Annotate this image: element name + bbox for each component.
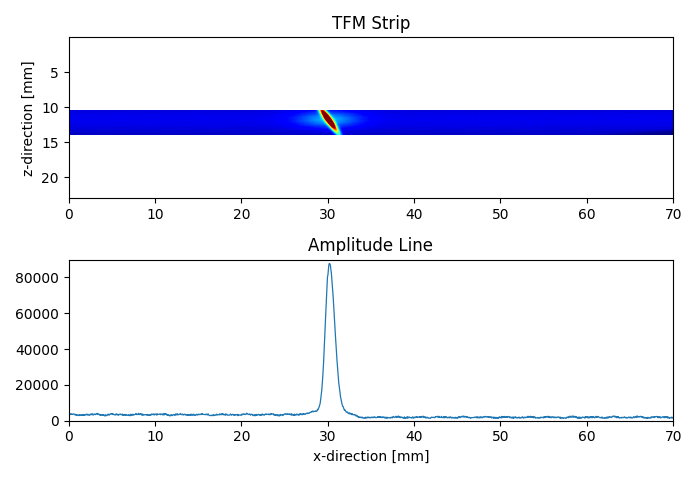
Title: Amplitude Line: Amplitude Line (309, 237, 434, 255)
Y-axis label: z-direction [mm]: z-direction [mm] (22, 60, 36, 176)
X-axis label: x-direction [mm]: x-direction [mm] (313, 450, 429, 464)
Title: TFM Strip: TFM Strip (332, 15, 410, 33)
